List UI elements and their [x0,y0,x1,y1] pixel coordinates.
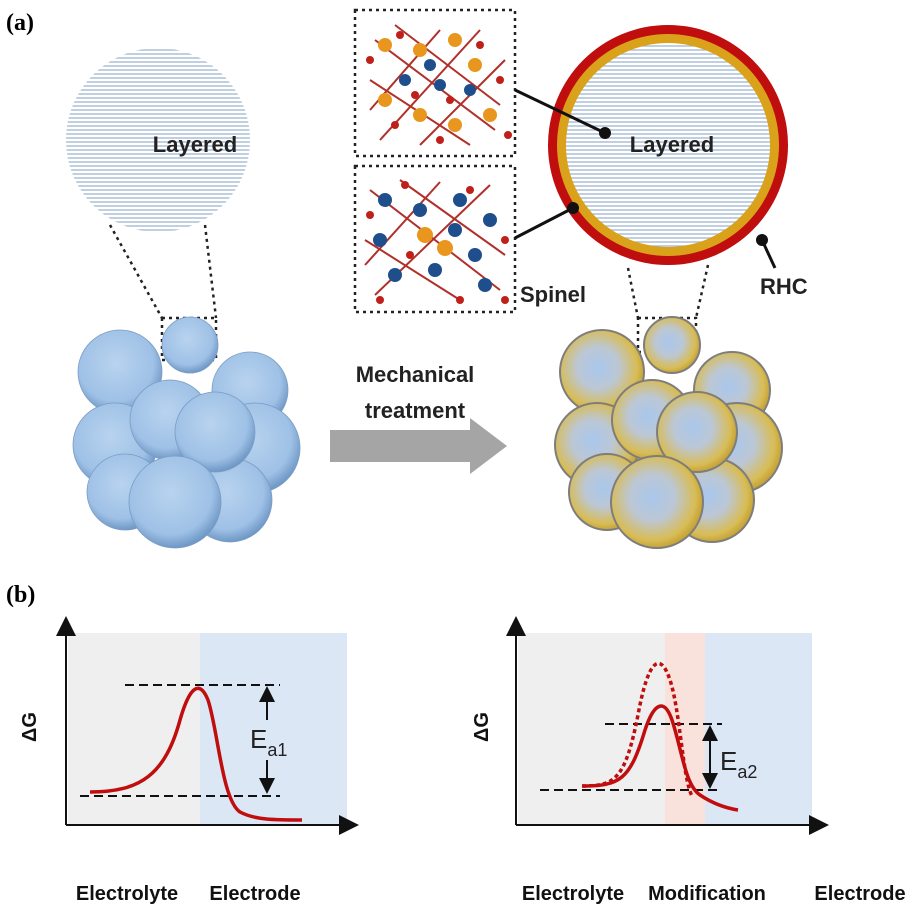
barrier-subscript: a2 [737,762,757,782]
region-label: Electrolyte [76,883,178,905]
layered-label: Layered [153,132,237,157]
arrow-label: treatment [365,398,466,423]
panel-label: (b) [6,582,35,608]
left-plot: Ea1 ΔG Electrolyte Electrode [19,620,355,905]
right-plot: Ea2 ΔG Electrolyte Modification Electrod… [471,620,906,905]
region-label: Electrode [209,883,300,905]
barrier-symbol: E [720,746,737,776]
rhc-label: RHC [760,274,808,299]
y-axis-label: ΔG [19,712,41,742]
electrode-region [705,633,812,825]
y-axis-label: ΔG [471,712,493,742]
primary-cluster [73,317,300,548]
region-label: Electrode [814,883,905,905]
figure: (a) Layered Mechanical treatment Layered… [0,0,921,920]
barrier-symbol: E [250,724,267,754]
region-label: Electrolyte [522,883,624,905]
barrier-subscript: a1 [267,740,287,760]
electrolyte-region [518,633,665,825]
arrow-label: Mechanical [356,362,475,387]
spinel-label: Spinel [520,282,586,307]
coated-cluster [555,317,782,548]
process-arrow [330,418,507,474]
region-label: Modification [648,883,766,905]
panel-label: (a) [6,10,34,36]
layered-label: Layered [630,132,714,157]
